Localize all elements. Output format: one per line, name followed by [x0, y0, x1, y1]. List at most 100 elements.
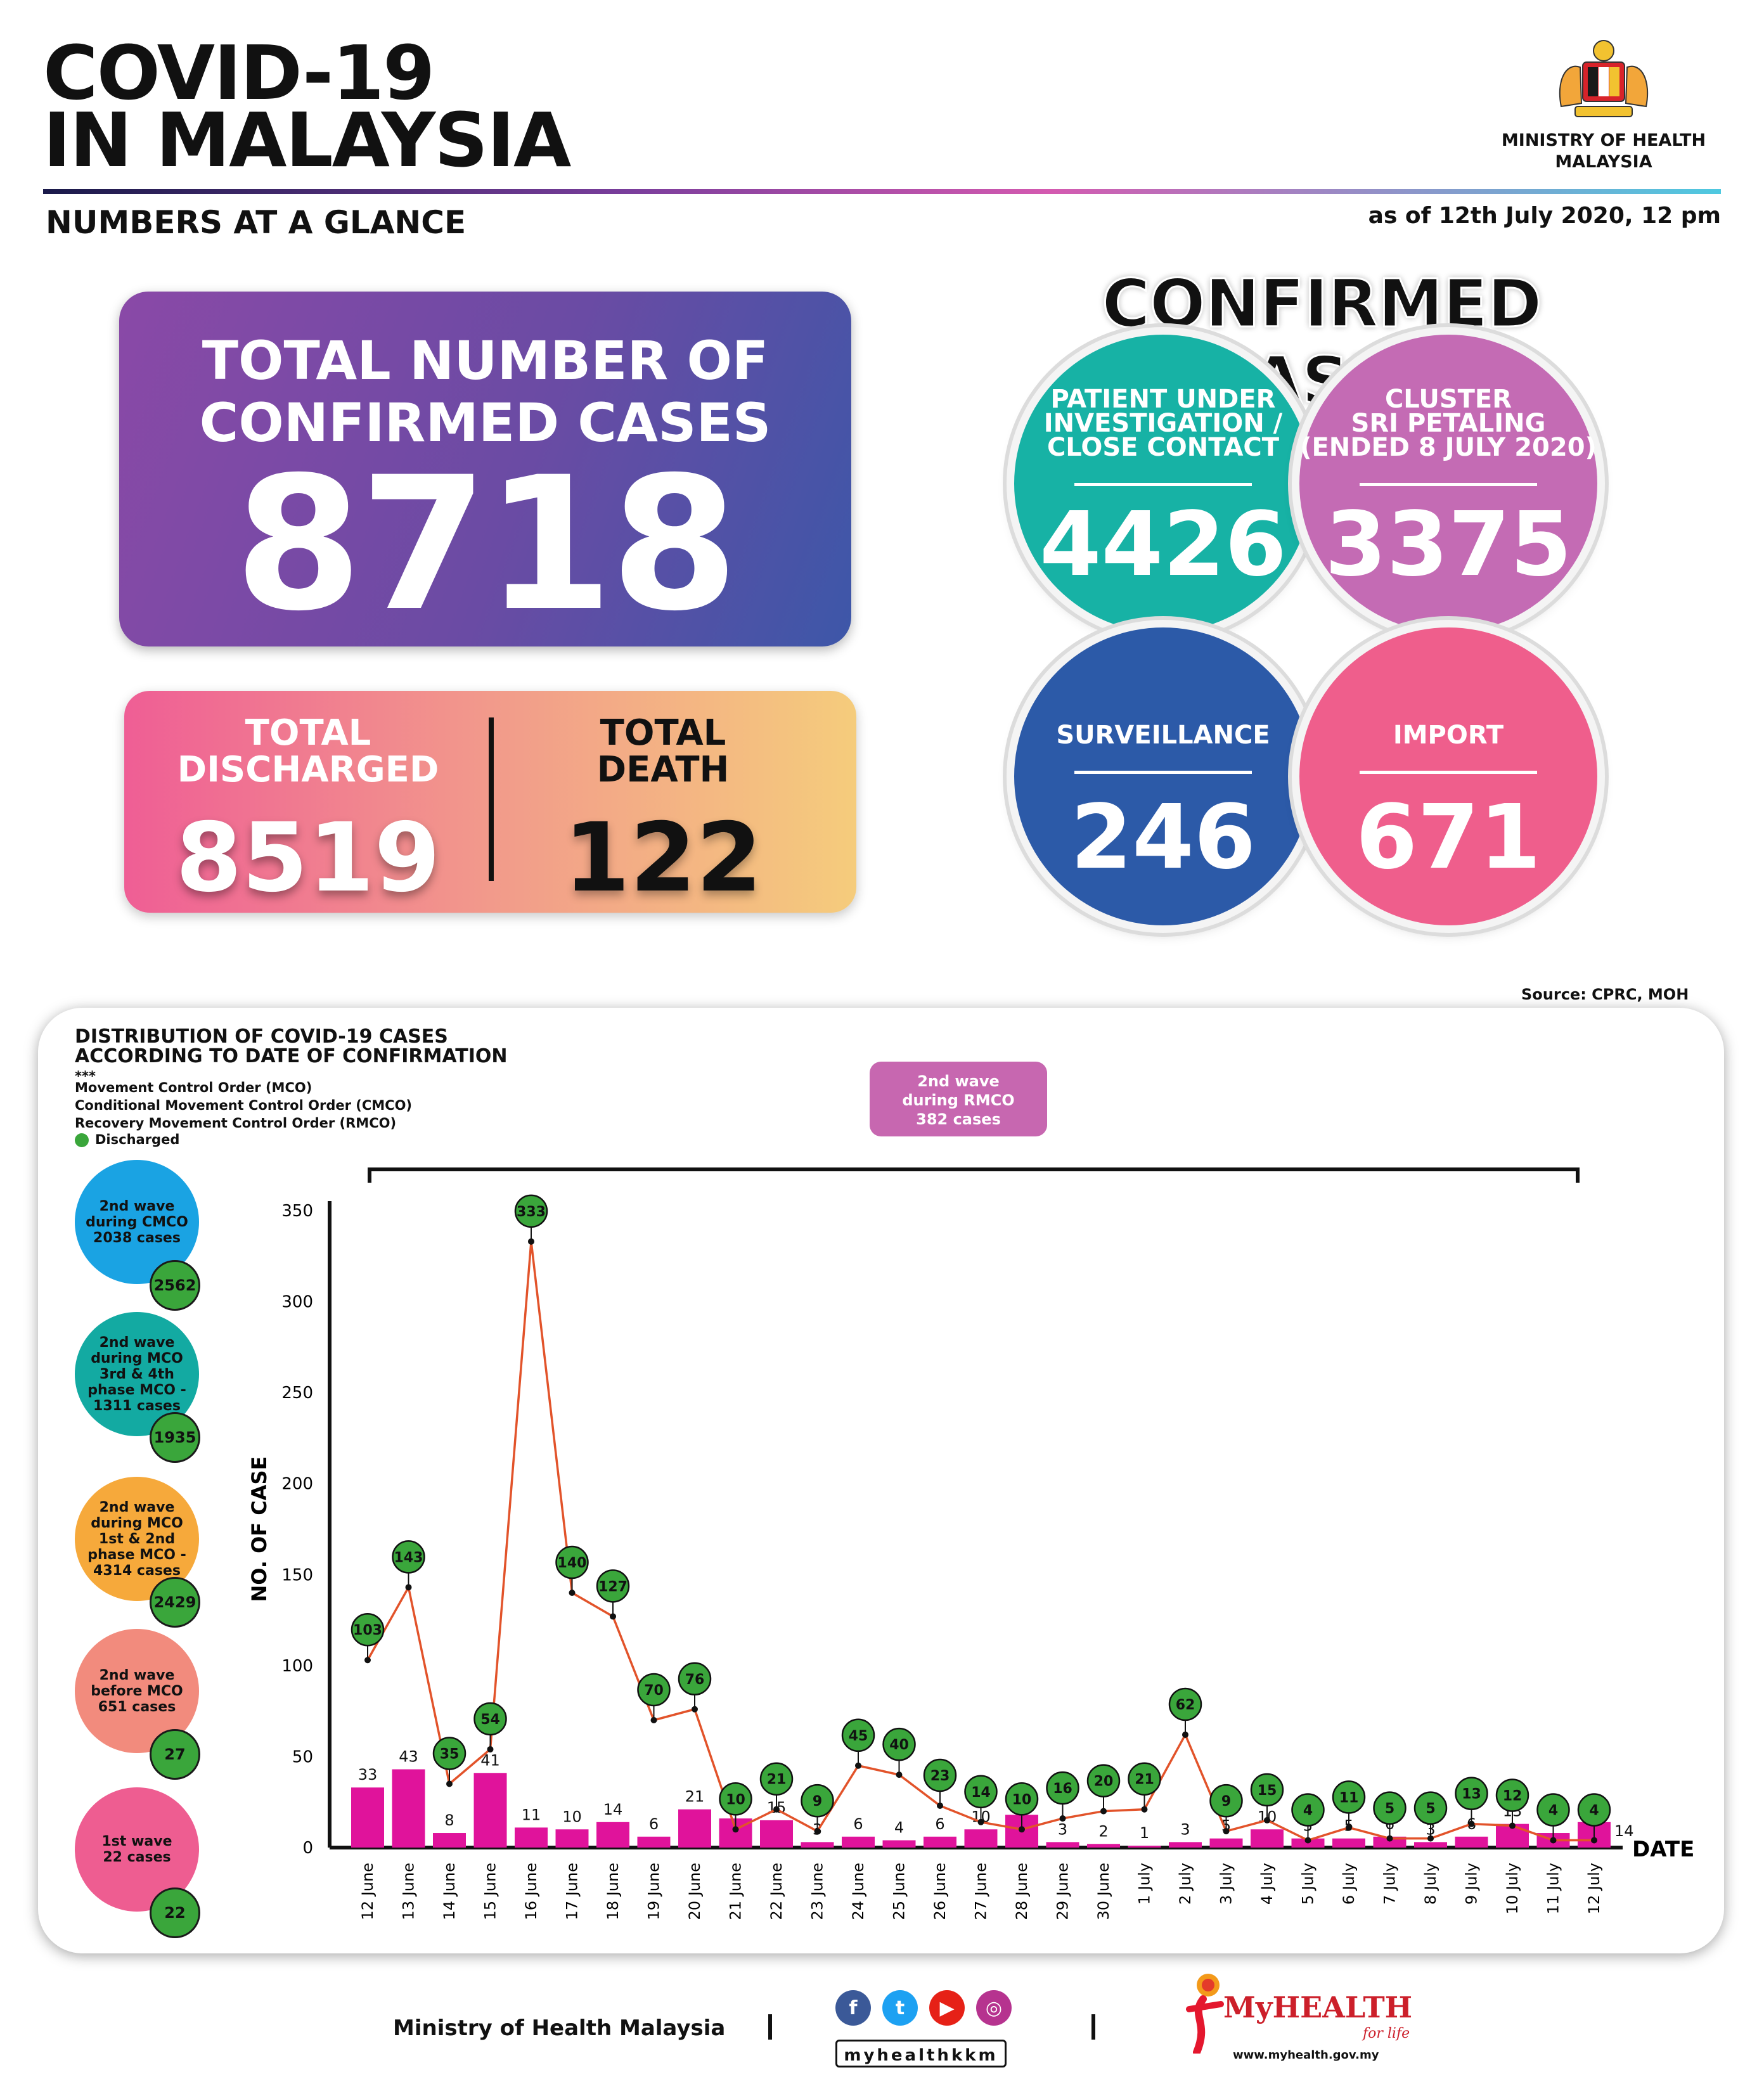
x-tick-label: 19 June — [645, 1863, 663, 1920]
facebook-icon[interactable]: f — [835, 1990, 871, 2026]
wave-label: during MCO — [91, 1350, 183, 1366]
card-divider — [489, 717, 494, 881]
x-tick-label: 7 July — [1381, 1863, 1399, 1905]
import-circle: IMPORT 671 — [1299, 627, 1597, 925]
legend-mco: Movement Control Order (MCO) — [75, 1080, 312, 1095]
discharged-bubble — [1086, 1764, 1121, 1797]
myhealth-url: www.myhealth.gov.my — [1233, 2048, 1379, 2062]
death-value: 122 — [563, 803, 763, 913]
discharged-point — [528, 1238, 534, 1245]
discharged-bubble — [882, 1727, 916, 1761]
x-tick-label: 28 June — [1013, 1863, 1031, 1920]
x-tick-label: 23 June — [809, 1863, 827, 1920]
discharged-value-label: 14 — [971, 1785, 991, 1801]
wave-label: 1st & 2nd — [98, 1531, 176, 1547]
bar — [801, 1842, 834, 1848]
discharged-value-label: 20 — [1094, 1774, 1114, 1790]
subtitle: NUMBERS AT A GLANCE — [46, 204, 467, 241]
x-tick-label: 6 July — [1340, 1863, 1358, 1905]
chart-panel — [38, 1008, 1724, 1953]
bar-value-label: 4 — [894, 1819, 904, 1837]
pui-circle: PATIENT UNDER INVESTIGATION / CLOSE CONT… — [1014, 335, 1312, 633]
discharged-bubble — [923, 1758, 957, 1792]
x-tick-label: 24 June — [849, 1863, 867, 1920]
x-tick-label: 10 July — [1503, 1863, 1521, 1914]
wave-label: phase MCO - — [87, 1382, 186, 1398]
discharged-value-label: 76 — [685, 1672, 705, 1688]
wave-label: during CMCO — [86, 1214, 188, 1230]
header-divider — [43, 189, 1721, 194]
y-tick-label: 250 — [281, 1384, 313, 1403]
discharged-bubble — [351, 1612, 385, 1647]
discharged-value-label: 12 — [1503, 1789, 1523, 1804]
coat-of-arms-logo — [1559, 40, 1649, 117]
discharged-value-label: 9 — [813, 1794, 822, 1810]
discharged-value-label: 103 — [353, 1623, 382, 1638]
bar-value-label: 14 — [603, 1801, 623, 1818]
wave-label: phase MCO - — [87, 1546, 186, 1563]
discharged-value-label: 127 — [598, 1579, 628, 1595]
bar-value-label: 6 — [649, 1815, 659, 1833]
x-tick-label: 17 June — [563, 1863, 581, 1920]
twitter-icon[interactable]: t — [882, 1990, 918, 2026]
x-tick-label: 20 June — [686, 1863, 704, 1920]
discharged-point — [977, 1818, 984, 1825]
wave-label: 22 cases — [103, 1849, 171, 1865]
import-value: 671 — [1355, 786, 1542, 889]
discharged-bubble — [1128, 1762, 1161, 1796]
bar — [1087, 1844, 1120, 1848]
discharged-value-label: 45 — [849, 1728, 868, 1744]
x-tick-label: 30 June — [1095, 1863, 1112, 1920]
x-tick-label: 8 July — [1422, 1863, 1439, 1905]
wave-label: 2nd wave — [99, 1667, 175, 1683]
legend-discharged: Discharged — [75, 1132, 179, 1147]
wave-discharged-badge: 2562 — [150, 1260, 200, 1311]
wave-label: 1st wave — [101, 1834, 172, 1849]
footer-ministry: Ministry of Health Malaysia — [393, 2016, 726, 2041]
bar — [1414, 1842, 1447, 1848]
x-tick-label: 26 June — [931, 1863, 949, 1920]
y-tick-label: 100 — [281, 1657, 313, 1676]
bar — [964, 1829, 998, 1848]
instagram-icon[interactable]: ◎ — [976, 1990, 1012, 2026]
x-tick-label: 12 July — [1585, 1863, 1603, 1914]
cluster-circle: CLUSTER SRI PETALING (ENDED 8 JULY 2020)… — [1299, 335, 1597, 633]
discharged-bubble — [1455, 1777, 1488, 1810]
y-axis-title: NO. OF CASE — [247, 1456, 271, 1602]
discharged-value-label: 9 — [1221, 1794, 1231, 1810]
myhealth-brand: MyHEALTH — [1223, 1990, 1413, 2024]
wave-label: 2038 cases — [93, 1230, 181, 1246]
discharged-bubble — [514, 1194, 548, 1228]
y-tick-label: 200 — [281, 1475, 313, 1494]
discharged-block: TOTAL DISCHARGED 8519 — [143, 715, 473, 913]
wave-label: before MCO — [91, 1683, 183, 1699]
bar — [924, 1836, 956, 1848]
discharged-point — [1264, 1817, 1270, 1823]
social-handle[interactable]: myhealthkkm — [835, 2040, 1007, 2067]
page-title: COVID-19 IN MALAYSIA — [43, 35, 571, 177]
discharged-bubble — [1250, 1773, 1284, 1807]
wave-discharged-badge: 2429 — [150, 1577, 200, 1628]
youtube-icon[interactable]: ▶ — [929, 1990, 965, 2026]
discharged-bubble — [392, 1540, 425, 1574]
discharged-point — [1223, 1828, 1230, 1835]
footer-separator — [1091, 2014, 1095, 2040]
discharged-value-label: 54 — [480, 1712, 500, 1728]
discharged-value-label: 143 — [394, 1550, 423, 1566]
wave-label: 651 cases — [98, 1699, 176, 1715]
discharged-bubble — [1332, 1780, 1366, 1814]
discharged-bubble — [1577, 1793, 1611, 1827]
discharged-bubble — [555, 1545, 589, 1579]
discharged-bubble — [1373, 1791, 1407, 1825]
death-block: TOTAL DEATH 122 — [498, 715, 828, 913]
x-tick-label: 14 June — [441, 1863, 458, 1920]
wave-label: 4314 cases — [93, 1562, 181, 1579]
bar — [433, 1833, 466, 1848]
bar-value-label: 33 — [358, 1766, 378, 1784]
discharged-bubble — [759, 1762, 794, 1796]
discharged-bubble — [596, 1569, 630, 1603]
discharged-point — [692, 1706, 698, 1713]
x-axis-title: DATE — [1632, 1837, 1694, 1862]
discharged-value: 8519 — [176, 803, 441, 913]
